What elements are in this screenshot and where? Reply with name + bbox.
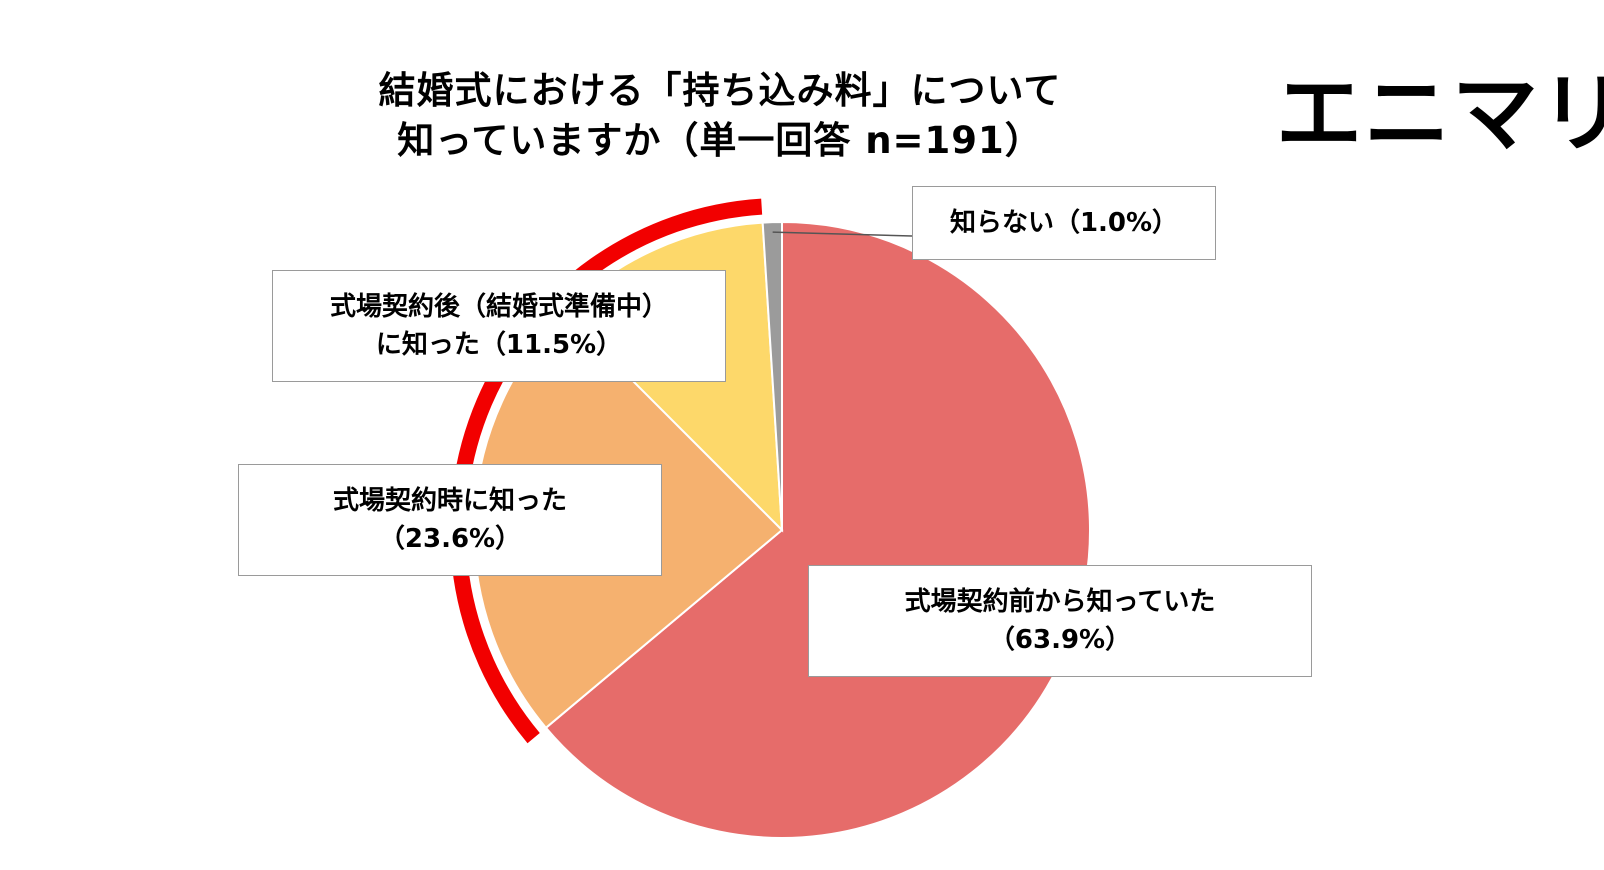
slice-label-text: 式場契約時に知った [332,486,567,516]
slice-label-after-contract: 式場契約後（結婚式準備中） に知った（11.5%） [272,270,726,382]
slice-label-at-contract: 式場契約時に知った （23.6%） [238,464,662,576]
slice-label-text: （63.9%） [988,625,1132,655]
slice-label-text: に知った（11.5%） [375,330,623,360]
slice-label-text: 知らない（1.0%） [949,208,1179,238]
slice-label-did-not-know: 知らない（1.0%） [912,186,1216,260]
chart-title-line-1: 結婚式における「持ち込み料」について [378,69,1062,112]
slice-did-not-know [761,220,783,531]
slice-label-text: 式場契約後（結婚式準備中） [329,292,668,322]
slice-label-text: （23.6%） [378,524,522,554]
slice-label-before-contract: 式場契約前から知っていた （63.9%） [808,565,1312,677]
chart-title-line-2: 知っていますか（単一回答 n=191） [397,119,1043,162]
chart-title: 結婚式における「持ち込み料」について 知っていますか（単一回答 n=191） [300,66,1140,166]
slice-label-text: 式場契約前から知っていた [904,587,1216,617]
leader-lines [772,231,913,237]
leader-line-did-not-know [772,231,913,237]
brand-logo: エニマリ [1276,64,1604,164]
